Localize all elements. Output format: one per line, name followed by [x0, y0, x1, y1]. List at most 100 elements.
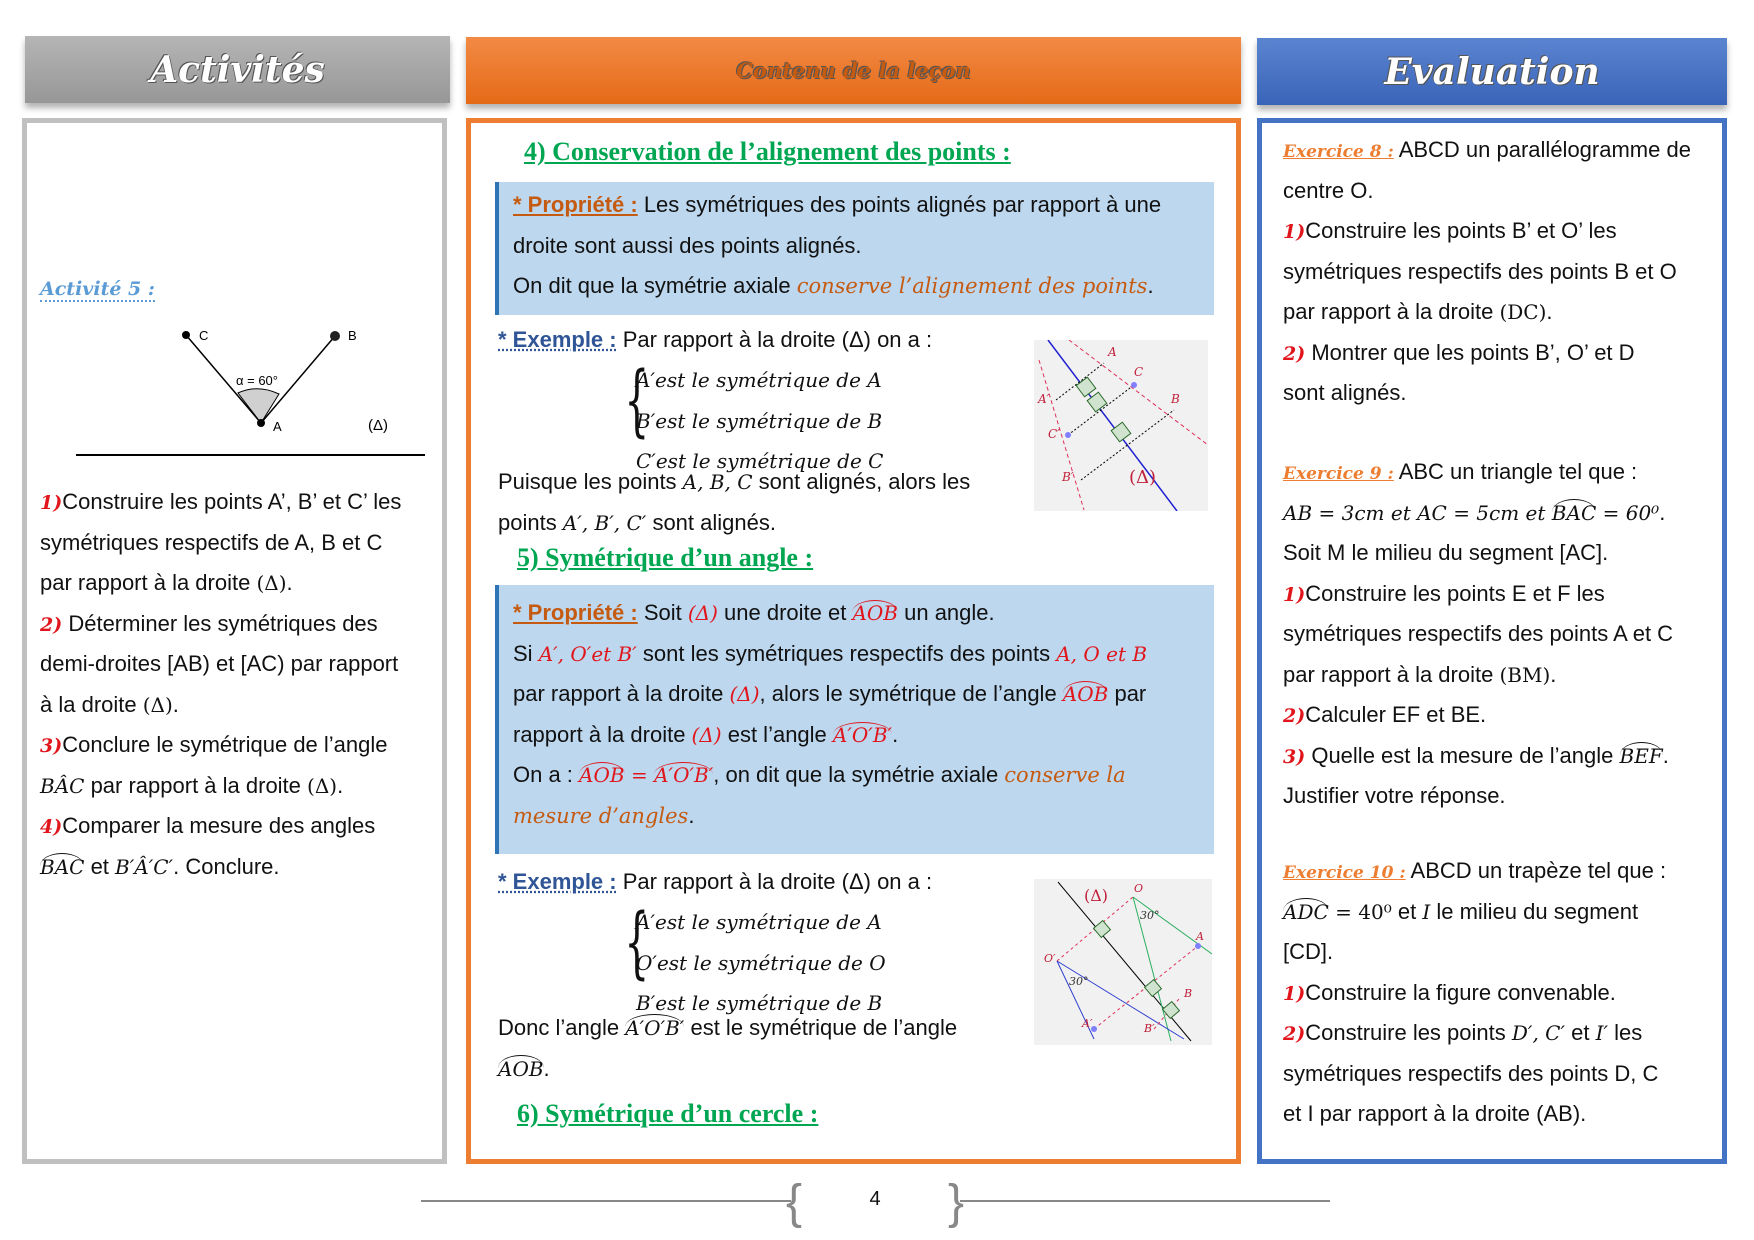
text-line: 1)Construire les points A’, B’ et C’ les [40, 482, 401, 523]
text-segment: A′est le symétrique de A [636, 368, 882, 392]
text-segment: Construire les points B’ et O’ les [1305, 218, 1617, 243]
brace: { [624, 356, 650, 446]
text-line: par rapport à la droite (BM). [1283, 655, 1673, 696]
text-segment: AOB [579, 762, 625, 787]
text-segment: par [1108, 681, 1147, 706]
svg-text:A′: A′ [1037, 392, 1050, 406]
text-segment: A′O′B′ [625, 1014, 685, 1040]
text-line: 2) Déterminer les symétriques des [40, 604, 401, 645]
text-segment: . [1662, 742, 1669, 768]
text-segment: (Δ) [256, 571, 287, 595]
text-segment: 3) [1283, 745, 1306, 768]
text-segment: rapport à la droite [513, 721, 692, 747]
text-segment: Conclure le symétrique de l’angle [62, 732, 388, 757]
text-segment: A′, B′, C′ [562, 510, 647, 535]
text-line: Soit M le milieu du segment [AC]. [1283, 533, 1673, 574]
text-segment: A′O′B′ [654, 762, 714, 787]
svg-text:α = 60°: α = 60° [236, 373, 278, 388]
text-line: C′est le symétrique de C [636, 441, 883, 482]
text-segment: Construire les points E et F les [1305, 580, 1605, 606]
text-line: 4)Comparer la mesure des angles [40, 806, 401, 847]
text-segment: à la droite [40, 691, 143, 717]
brace: { [624, 898, 650, 988]
lesson-panel [466, 118, 1241, 1164]
text-line: par rapport à la droite (Δ), alors le sy… [513, 674, 1214, 715]
text-segment: (DC) [1499, 300, 1547, 324]
text-line: Justifier votre réponse. [1283, 776, 1673, 817]
text-segment: AOB [852, 600, 898, 625]
text-segment: Montrer que les points B’, O’ et D [1305, 339, 1635, 365]
text-segment: centre O. [1283, 177, 1374, 203]
text-segment: par rapport à la droite [1283, 299, 1500, 324]
text-segment: par rapport à la droite [1283, 661, 1500, 687]
example-2-conclusion: Donc l’angle A′O′B′ est le symétrique de… [498, 1008, 957, 1089]
text-segment: 2) [40, 613, 63, 636]
activities-panel [22, 118, 447, 1164]
text-segment: . [1546, 299, 1553, 324]
page-number: 4 [869, 1188, 881, 1210]
text-line: symétriques respectifs de A, B et C [40, 523, 401, 564]
text-segment: . [1550, 661, 1557, 687]
text-segment: On dit que la symétrie axiale [513, 273, 797, 298]
text-segment: Par rapport à la droite (Δ) on a : [616, 327, 933, 352]
text-segment: ADC [1283, 897, 1329, 924]
svg-text:(Δ): (Δ) [1129, 467, 1156, 488]
text-line: * Exemple : Par rapport à la droite (Δ) … [498, 862, 932, 903]
footer-rule-left [421, 1200, 791, 1202]
text-segment: BAC [1551, 498, 1597, 525]
text-line: symétriques respectifs des points D, C [1283, 1054, 1666, 1095]
text-segment: droite sont aussi des points alignés. [513, 232, 862, 258]
text-segment: Puisque les points [498, 469, 683, 494]
text-segment: 1) [1283, 221, 1306, 243]
footer-bracket-left: { [786, 1176, 803, 1229]
activity-title: Activité 5 : [40, 278, 155, 302]
text-segment: par rapport à la droite [40, 570, 257, 595]
text-segment: B′est le symétrique de B [636, 408, 883, 433]
text-line: BÂC par rapport à la droite (Δ). [40, 766, 401, 807]
text-segment: symétriques respectifs des points A et C [1283, 621, 1674, 646]
text-line: rapport à la droite (Δ) est l’angle A′O′… [513, 715, 1214, 756]
exercise-8: Exercice 8 : ABCD un parallélogramme de c… [1283, 130, 1691, 414]
text-segment: . [892, 721, 899, 747]
text-segment: * Exemple : [498, 869, 617, 894]
text-segment: conserve la [1004, 763, 1126, 787]
text-line: On dit que la symétrie axiale conserve l… [513, 266, 1214, 307]
property-2-box: * Propriété : Soit (Δ) une droite et AOB… [495, 585, 1214, 854]
property-1-box: * Propriété : Les symétriques des points… [495, 182, 1214, 315]
svg-text:C: C [199, 328, 208, 343]
text-segment: est le symétrique de l’angle [684, 1015, 958, 1040]
svg-text:A′: A′ [1081, 1017, 1093, 1030]
lesson-header: Contenu de la leçon [466, 37, 1241, 104]
text-segment: * Propriété : [513, 600, 638, 625]
text-segment: Les symétriques des points alignés par r… [637, 192, 1162, 217]
text-segment: A, O et B [1056, 641, 1148, 666]
text-segment: et [1391, 898, 1423, 924]
text-segment: Construire les points [1305, 1020, 1512, 1045]
evaluation-header: Evaluation [1257, 38, 1727, 105]
text-segment: D′, C′ [1511, 1021, 1566, 1045]
text-segment: sont alignés. [646, 509, 776, 535]
text-line: BAC et B′Â′C′. Conclure. [40, 847, 401, 888]
text-segment: par rapport à la droite [84, 772, 308, 798]
activity-figure: C B A α = 60° (Δ) [76, 328, 425, 456]
text-segment: I [1422, 899, 1431, 924]
text-segment: (Δ) [142, 692, 173, 717]
text-line: par rapport à la droite (DC). [1283, 292, 1691, 333]
text-segment: , alors le symétrique de l’angle [759, 681, 1063, 706]
text-segment: 2) [1283, 705, 1306, 727]
svg-text:B: B [1170, 392, 1180, 406]
text-segment: . [543, 1055, 550, 1081]
svg-text:C: C [1134, 365, 1143, 379]
text-segment: 4) [40, 816, 63, 838]
angle-figure: (Δ) O 30° A O′ 30° B A′ B′ [1034, 879, 1212, 1045]
text-segment: ABC un triangle tel que : [1393, 459, 1638, 484]
text-line: symétriques respectifs des points A et C [1283, 614, 1673, 655]
text-line: AOB. [498, 1049, 957, 1090]
text-segment: Par rapport à la droite (Δ) on a : [616, 869, 933, 894]
text-segment: I′ [1595, 1021, 1609, 1045]
text-segment: un angle. [898, 600, 995, 625]
evaluation-panel [1257, 118, 1727, 1164]
text-segment: B′Â′C′ [115, 854, 174, 879]
text-segment: sont les symétriques respectifs des poin… [636, 640, 1057, 666]
text-segment: les [1608, 1020, 1643, 1045]
